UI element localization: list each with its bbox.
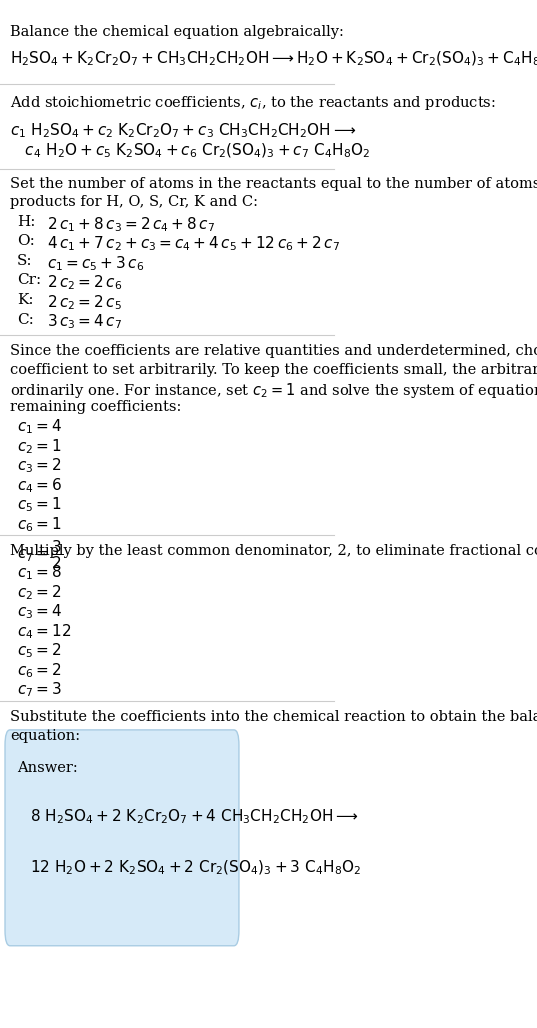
Text: O:: O:: [17, 234, 34, 249]
Text: Answer:: Answer:: [17, 761, 77, 775]
Text: $4\,c_1 + 7\,c_2 + c_3 = c_4 + 4\,c_5 + 12\,c_6 + 2\,c_7$: $4\,c_1 + 7\,c_2 + c_3 = c_4 + 4\,c_5 + …: [47, 234, 340, 253]
Text: $c_2 = 2$: $c_2 = 2$: [17, 583, 61, 601]
Text: H:: H:: [17, 215, 35, 229]
Text: S:: S:: [17, 254, 32, 268]
Text: $c_1 = 4$: $c_1 = 4$: [17, 417, 62, 436]
Text: Since the coefficients are relative quantities and underdetermined, choose a: Since the coefficients are relative quan…: [10, 344, 537, 359]
Text: $c_3 = 2$: $c_3 = 2$: [17, 456, 61, 475]
Text: remaining coefficients:: remaining coefficients:: [10, 400, 182, 414]
Text: $12\ \mathrm{H_2O} + 2\ \mathrm{K_2SO_4} + 2\ \mathrm{Cr_2(SO_4)_3} + 3\ \mathrm: $12\ \mathrm{H_2O} + 2\ \mathrm{K_2SO_4}…: [30, 858, 361, 877]
Text: $c_4 = 12$: $c_4 = 12$: [17, 622, 71, 640]
Text: $c_4 = 6$: $c_4 = 6$: [17, 476, 62, 494]
Text: $\mathrm{H_2SO_4 + K_2Cr_2O_7 + CH_3CH_2CH_2OH} \longrightarrow \mathrm{H_2O + K: $\mathrm{H_2SO_4 + K_2Cr_2O_7 + CH_3CH_2…: [10, 49, 537, 68]
Text: $2\,c_2 = 2\,c_6$: $2\,c_2 = 2\,c_6$: [47, 273, 122, 292]
Text: $c_1 = c_5 + 3\,c_6$: $c_1 = c_5 + 3\,c_6$: [47, 254, 144, 272]
Text: $c_5 = 1$: $c_5 = 1$: [17, 495, 61, 514]
Text: $2\,c_1 + 8\,c_3 = 2\,c_4 + 8\,c_7$: $2\,c_1 + 8\,c_3 = 2\,c_4 + 8\,c_7$: [47, 215, 215, 233]
Text: $c_6 = 2$: $c_6 = 2$: [17, 661, 61, 680]
Text: $c_7 = \dfrac{3}{2}$: $c_7 = \dfrac{3}{2}$: [17, 539, 63, 572]
Text: coefficient to set arbitrarily. To keep the coefficients small, the arbitrary va: coefficient to set arbitrarily. To keep …: [10, 363, 537, 377]
Text: Add stoichiometric coefficients, $c_i$, to the reactants and products:: Add stoichiometric coefficients, $c_i$, …: [10, 94, 496, 112]
Text: Cr:: Cr:: [17, 273, 41, 288]
Text: $c_7 = 3$: $c_7 = 3$: [17, 681, 62, 699]
Text: $8\ \mathrm{H_2SO_4} + 2\ \mathrm{K_2Cr_2O_7} + 4\ \mathrm{CH_3CH_2CH_2OH} \long: $8\ \mathrm{H_2SO_4} + 2\ \mathrm{K_2Cr_…: [30, 807, 359, 825]
Text: Set the number of atoms in the reactants equal to the number of atoms in the: Set the number of atoms in the reactants…: [10, 177, 537, 191]
Text: equation:: equation:: [10, 729, 80, 743]
Text: $3\,c_3 = 4\,c_7$: $3\,c_3 = 4\,c_7$: [47, 313, 122, 331]
Text: $c_1\ \mathrm{H_2SO_4} + c_2\ \mathrm{K_2Cr_2O_7} + c_3\ \mathrm{CH_3CH_2CH_2OH}: $c_1\ \mathrm{H_2SO_4} + c_2\ \mathrm{K_…: [10, 121, 357, 140]
Text: $2\,c_2 = 2\,c_5$: $2\,c_2 = 2\,c_5$: [47, 293, 121, 311]
Text: products for H, O, S, Cr, K and C:: products for H, O, S, Cr, K and C:: [10, 195, 258, 210]
Text: Substitute the coefficients into the chemical reaction to obtain the balanced: Substitute the coefficients into the che…: [10, 710, 537, 725]
Text: C:: C:: [17, 313, 34, 327]
Text: $c_2 = 1$: $c_2 = 1$: [17, 437, 61, 455]
Text: $\quad c_4\ \mathrm{H_2O} + c_5\ \mathrm{K_2SO_4} + c_6\ \mathrm{Cr_2(SO_4)_3} +: $\quad c_4\ \mathrm{H_2O} + c_5\ \mathrm…: [10, 142, 370, 160]
Text: $c_6 = 1$: $c_6 = 1$: [17, 515, 61, 534]
FancyBboxPatch shape: [5, 730, 239, 946]
Text: $c_3 = 4$: $c_3 = 4$: [17, 602, 62, 621]
Text: Balance the chemical equation algebraically:: Balance the chemical equation algebraica…: [10, 25, 344, 39]
Text: $c_5 = 2$: $c_5 = 2$: [17, 641, 61, 660]
Text: K:: K:: [17, 293, 33, 307]
Text: Multiply by the least common denominator, 2, to eliminate fractional coefficient: Multiply by the least common denominator…: [10, 544, 537, 558]
Text: $c_1 = 8$: $c_1 = 8$: [17, 563, 62, 582]
Text: ordinarily one. For instance, set $c_2 = 1$ and solve the system of equations fo: ordinarily one. For instance, set $c_2 =…: [10, 381, 537, 400]
